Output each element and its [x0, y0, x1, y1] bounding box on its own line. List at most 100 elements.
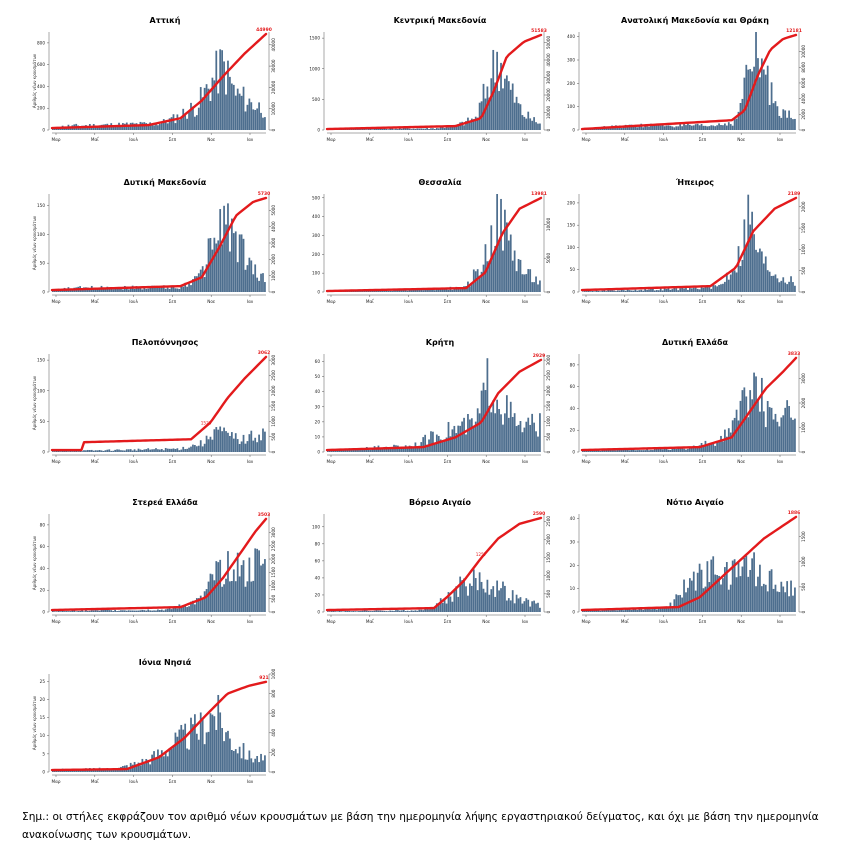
daily-cases-bar	[225, 578, 227, 612]
daily-cases-bar	[180, 116, 183, 130]
daily-cases-bar	[632, 290, 635, 292]
daily-cases-bar	[582, 450, 584, 452]
daily-cases-bar	[696, 572, 699, 612]
right-tick-label: 2500	[546, 516, 551, 527]
daily-cases-bar	[784, 592, 787, 612]
daily-cases-bar	[122, 289, 124, 292]
daily-cases-bar	[533, 282, 535, 292]
right-tick-label: 1000	[271, 668, 276, 679]
daily-cases-bar	[108, 610, 111, 612]
daily-cases-bar	[469, 419, 471, 452]
daily-cases-bar	[511, 83, 514, 130]
daily-cases-bar	[675, 448, 678, 452]
daily-cases-bar	[657, 290, 660, 292]
daily-cases-bar	[194, 604, 196, 612]
daily-cases-bar	[529, 606, 532, 612]
daily-cases-bar	[634, 289, 637, 292]
daily-cases-bar	[646, 126, 648, 130]
daily-cases-bar	[535, 276, 537, 292]
x-tick-label: Μαΐ	[91, 779, 99, 784]
right-tick-label: 6000	[801, 77, 806, 88]
daily-cases-bar	[352, 611, 355, 612]
daily-cases-bar	[127, 289, 130, 292]
daily-cases-bar	[685, 592, 687, 612]
daily-cases-bar	[230, 218, 233, 292]
right-tick-label: 4000	[801, 93, 806, 104]
daily-cases-bar	[69, 611, 72, 612]
daily-cases-bar	[108, 449, 111, 452]
chart-title: Νότιο Αιγαίο	[666, 498, 724, 507]
daily-cases-bar	[484, 244, 487, 292]
daily-cases-bar	[217, 694, 220, 772]
daily-cases-bar	[437, 128, 440, 130]
daily-cases-bar	[710, 443, 713, 452]
daily-cases-bar	[679, 447, 682, 452]
daily-cases-bar	[371, 129, 374, 130]
daily-cases-bar	[788, 406, 790, 452]
daily-cases-bar	[760, 251, 763, 292]
daily-cases-bar	[640, 289, 643, 292]
daily-cases-bar	[708, 126, 711, 130]
cumulative-total-label: 44990	[256, 27, 272, 33]
daily-cases-bar	[395, 128, 397, 130]
x-tick-label: Σεπ	[169, 137, 177, 142]
right-tick-label: 2000	[801, 109, 806, 120]
daily-cases-bar	[430, 128, 432, 130]
right-tick-label: 0	[801, 610, 806, 613]
daily-cases-bar	[53, 451, 56, 452]
daily-cases-bar	[494, 413, 497, 452]
daily-cases-bar	[441, 602, 444, 612]
daily-cases-bar	[67, 451, 70, 452]
daily-cases-bar	[246, 441, 249, 452]
daily-cases-bar	[240, 95, 243, 130]
daily-cases-bar	[745, 396, 748, 452]
daily-cases-bar	[207, 439, 210, 452]
daily-cases-bar	[764, 427, 767, 452]
daily-cases-bar	[615, 610, 617, 612]
daily-cases-bar	[685, 125, 687, 130]
daily-cases-bar	[248, 257, 251, 292]
right-tick-label: 1000	[801, 244, 806, 255]
x-tick-label: Μαρ	[326, 619, 335, 624]
daily-cases-bar	[59, 451, 62, 452]
daily-cases-bar	[96, 288, 99, 292]
daily-cases-bar	[402, 289, 405, 292]
cumulative-cases-line	[325, 196, 543, 293]
daily-cases-bar	[655, 448, 658, 452]
daily-cases-bar	[792, 419, 794, 452]
daily-cases-bar	[470, 418, 473, 452]
daily-cases-bar	[706, 561, 709, 612]
daily-cases-bar	[127, 610, 130, 612]
daily-cases-bar	[147, 288, 150, 292]
cumulative-cases-line	[50, 32, 268, 130]
daily-cases-bar	[230, 581, 233, 612]
left-tick-label: 20	[570, 428, 576, 433]
left-tick-label: 5	[42, 751, 45, 756]
daily-cases-bar	[375, 128, 378, 130]
daily-cases-bar	[207, 581, 210, 612]
cumulative-cases-line	[325, 358, 543, 452]
daily-cases-bar	[694, 287, 697, 292]
cumulative-total-label: 3062	[258, 350, 271, 356]
chart-panel: Πελοπόννησος Αριθμός νέων κρουσμάτων 0 50 10…	[30, 338, 300, 490]
daily-cases-bar	[768, 407, 771, 452]
daily-cases-bar	[381, 290, 384, 292]
daily-cases-bar	[116, 449, 118, 452]
chart-panel: Ανατολική Μακεδονία και Θράκη 0 100 200 300 4…	[560, 16, 830, 168]
chart-panel: Στερεά Ελλάδα Αριθμός νέων κρουσμάτων 0 20 4…	[30, 498, 300, 650]
daily-cases-bar	[465, 434, 467, 452]
daily-cases-bar	[229, 581, 231, 612]
daily-cases-bar	[733, 270, 736, 292]
daily-cases-bar	[741, 98, 744, 130]
daily-cases-bar	[714, 126, 717, 130]
daily-cases-bar	[230, 432, 233, 452]
right-tick-label: 0	[271, 450, 276, 453]
daily-cases-bar	[75, 450, 78, 452]
daily-cases-bar	[410, 610, 413, 612]
daily-cases-bar	[254, 109, 257, 130]
daily-cases-bar	[166, 756, 169, 772]
daily-cases-bar	[61, 610, 64, 612]
daily-cases-bar	[636, 609, 639, 612]
daily-cases-bar	[360, 610, 362, 612]
daily-cases-bar	[328, 611, 331, 612]
